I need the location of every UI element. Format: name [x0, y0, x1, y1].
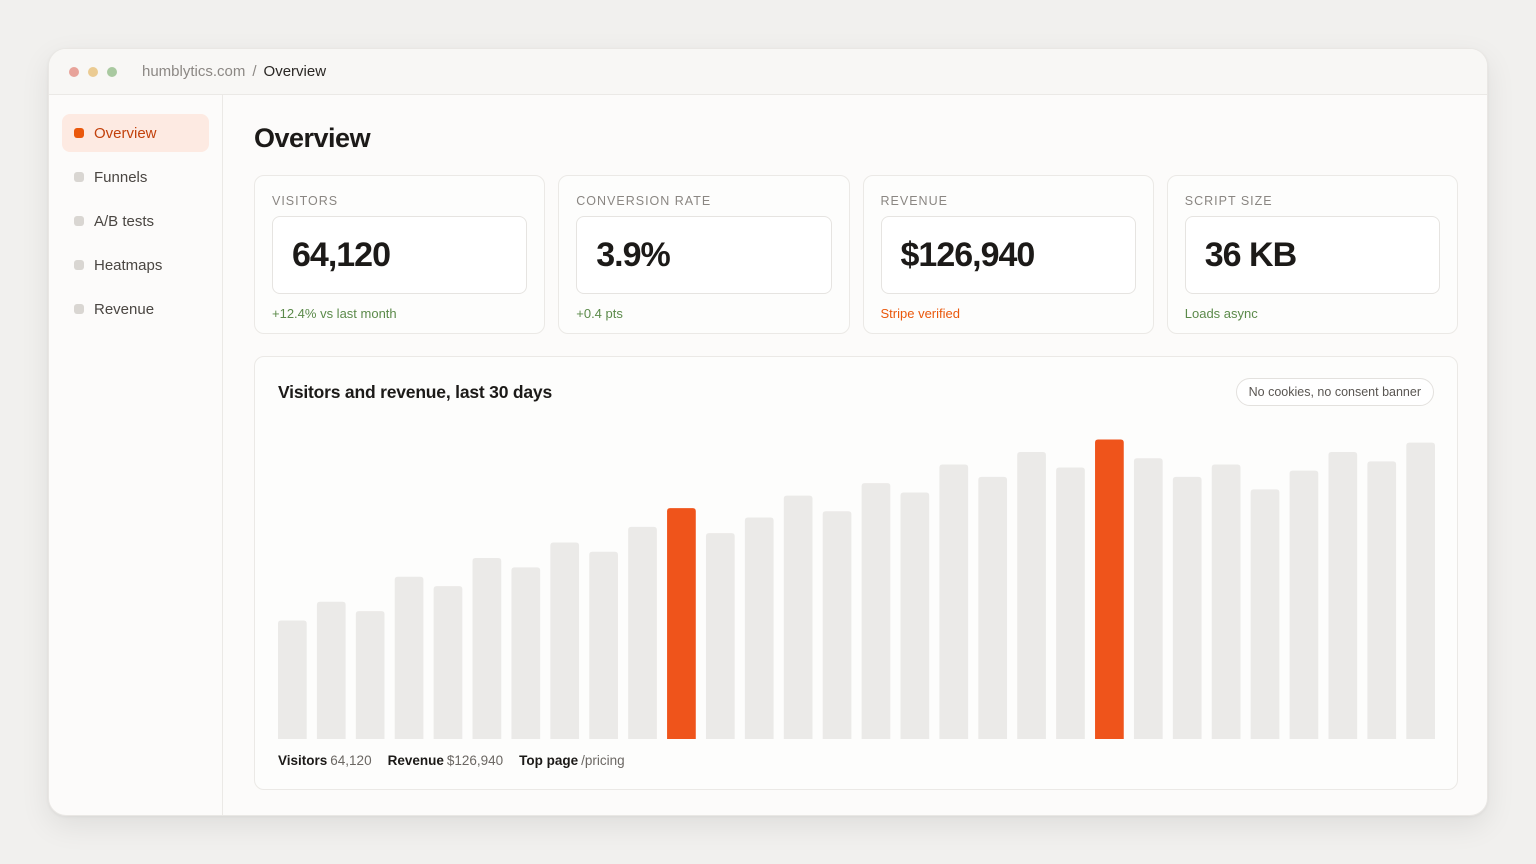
- bar[interactable]: [1328, 451, 1358, 739]
- chart-title: Visitors and revenue, last 30 days: [278, 382, 552, 402]
- bar[interactable]: [550, 542, 580, 739]
- kpi-value: 3.9%: [576, 216, 832, 294]
- kpi-note: Stripe verified: [880, 306, 960, 321]
- browser-window: humblytics.com / Overview Overview Funne…: [48, 48, 1488, 816]
- sidebar-item-overview[interactable]: Overview: [62, 114, 209, 152]
- kpi-value: 64,120: [272, 216, 528, 294]
- sidebar-item-label: Overview: [94, 124, 157, 142]
- square-icon: [74, 216, 84, 226]
- kpi-card-conversion-rate: CONVERSION RATE 3.9% +0.4 pts: [558, 175, 850, 334]
- bar[interactable]: [1056, 467, 1085, 739]
- legend-top-page: Top page/pricing: [519, 753, 625, 768]
- chart-legend: Visitors 64,120 Revenue $126,940 Top page /…: [278, 753, 625, 768]
- minimize-dot[interactable]: [88, 66, 98, 77]
- kpi-label: CONVERSION RATE: [576, 194, 712, 208]
- kpi-card-script-size: SCRIPT SIZE 36 KB Loads async: [1166, 175, 1458, 334]
- bar-highlight[interactable]: [1095, 439, 1124, 739]
- sidebar-item-funnels[interactable]: Funnels: [62, 158, 209, 196]
- bar[interactable]: [1017, 451, 1046, 739]
- kpi-note: Loads async: [1184, 306, 1258, 321]
- legend-value: $126,940: [446, 753, 504, 768]
- legend-revenue: Revenue $126,940: [388, 753, 504, 768]
- bar[interactable]: [511, 567, 541, 739]
- legend-key: Top page: [519, 753, 579, 768]
- bar[interactable]: [278, 620, 307, 739]
- bar[interactable]: [472, 558, 502, 739]
- bar-chart: [278, 439, 1435, 739]
- bar[interactable]: [1133, 458, 1163, 739]
- legend-value: /pricing: [581, 753, 625, 768]
- close-dot[interactable]: [69, 66, 79, 77]
- chart-card: Visitors and revenue, last 30 days No co…: [254, 356, 1458, 790]
- bar[interactable]: [978, 476, 1008, 739]
- sidebar-item-ab-tests[interactable]: A/B tests: [62, 202, 209, 240]
- kpi-value: 36 KB: [1184, 216, 1440, 294]
- kpi-card-visitors: VISITORS 64,120 +12.4% vs last month: [254, 175, 546, 334]
- bar[interactable]: [433, 586, 463, 739]
- bar[interactable]: [939, 464, 969, 739]
- square-icon: [74, 260, 84, 270]
- privacy-badge: No cookies, no consent banner: [1235, 378, 1434, 406]
- bar[interactable]: [900, 492, 930, 739]
- main-content: Overview VISITORS 64,120 +12.4% vs last …: [254, 95, 1487, 815]
- title-bar: humblytics.com / Overview: [49, 49, 1487, 95]
- bar[interactable]: [1289, 470, 1319, 739]
- bar[interactable]: [1172, 476, 1202, 739]
- bar[interactable]: [744, 517, 774, 739]
- legend-key: Visitors: [278, 753, 328, 768]
- legend-value: 64,120: [330, 753, 372, 768]
- kpi-note: +0.4 pts: [576, 306, 623, 321]
- breadcrumb-separator: /: [252, 63, 257, 80]
- bar[interactable]: [1211, 464, 1241, 739]
- sidebar: Overview Funnels A/B tests Heatmaps Reve…: [49, 95, 223, 815]
- legend-visitors: Visitors 64,120: [278, 753, 372, 768]
- bar-highlight[interactable]: [667, 508, 696, 739]
- kpi-note: +12.4% vs last month: [272, 306, 397, 321]
- breadcrumb: humblytics.com / Overview: [142, 63, 326, 80]
- page-title: Overview: [254, 123, 371, 153]
- kpi-row: VISITORS 64,120 +12.4% vs last month CON…: [254, 175, 1458, 334]
- sidebar-item-label: Revenue: [94, 300, 155, 318]
- bar[interactable]: [1250, 489, 1280, 739]
- kpi-value: $126,940: [880, 216, 1136, 294]
- bar[interactable]: [783, 495, 813, 739]
- sidebar-item-label: A/B tests: [94, 212, 155, 230]
- breadcrumb-current: Overview: [263, 63, 327, 80]
- bar[interactable]: [355, 611, 385, 739]
- legend-key: Revenue: [387, 753, 444, 768]
- bar[interactable]: [394, 576, 424, 739]
- kpi-label: REVENUE: [880, 194, 948, 208]
- sidebar-item-revenue[interactable]: Revenue: [62, 290, 209, 328]
- bar[interactable]: [628, 526, 657, 739]
- sidebar-item-label: Funnels: [94, 168, 148, 186]
- zoom-dot[interactable]: [107, 66, 117, 77]
- breadcrumb-site[interactable]: humblytics.com: [142, 63, 246, 80]
- bar[interactable]: [861, 483, 891, 739]
- sidebar-item-label: Heatmaps: [94, 256, 163, 274]
- kpi-label: SCRIPT SIZE: [1184, 194, 1273, 208]
- bar[interactable]: [589, 551, 618, 739]
- bar[interactable]: [1406, 442, 1435, 739]
- sidebar-item-heatmaps[interactable]: Heatmaps: [62, 246, 209, 284]
- bar[interactable]: [316, 601, 346, 739]
- kpi-label: VISITORS: [272, 194, 339, 208]
- square-icon: [74, 304, 84, 314]
- square-icon: [74, 128, 84, 138]
- square-icon: [74, 172, 84, 182]
- bar[interactable]: [1367, 461, 1397, 739]
- bar[interactable]: [822, 511, 852, 739]
- kpi-card-revenue: REVENUE $126,940 Stripe verified: [862, 175, 1154, 334]
- bar[interactable]: [705, 533, 735, 739]
